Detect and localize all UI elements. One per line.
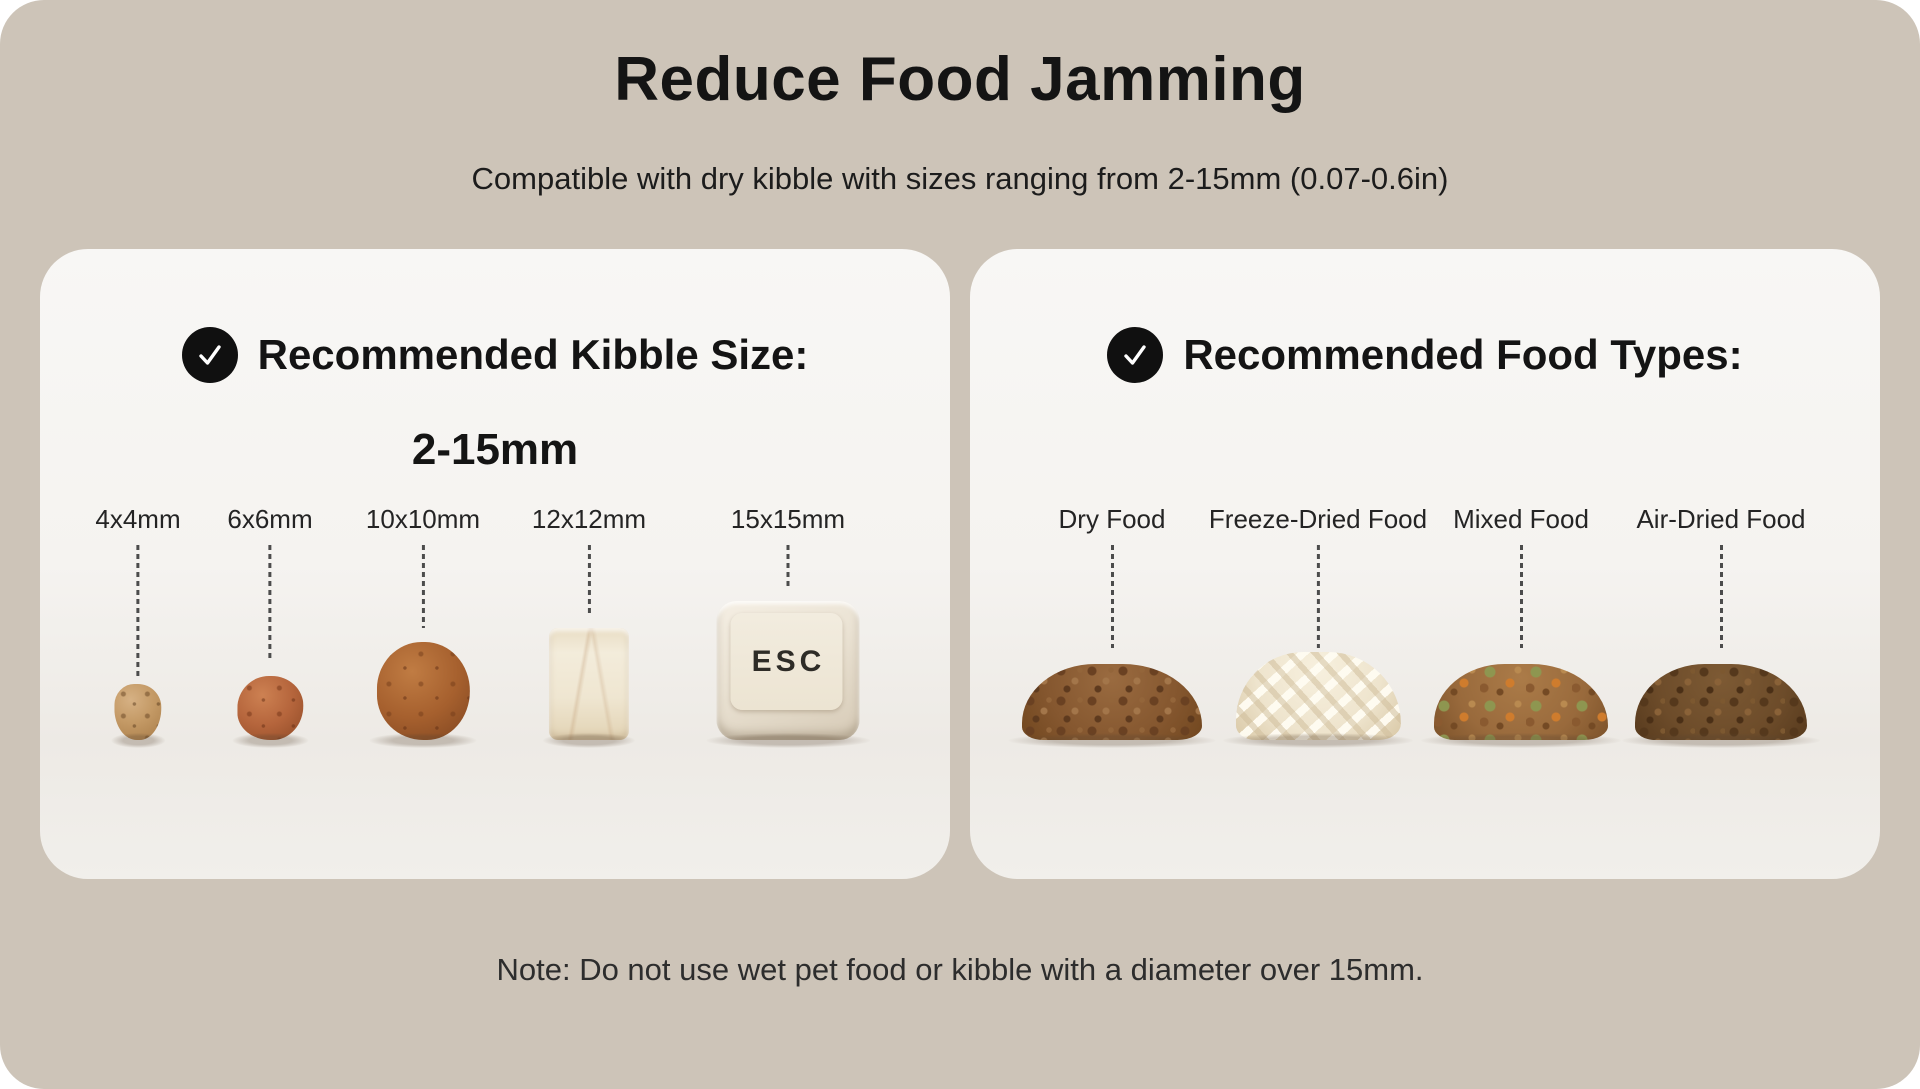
kibble-item-12mm: 12x12mm bbox=[531, 504, 647, 740]
food-item-label: Mixed Food bbox=[1453, 504, 1589, 534]
leader-dash-line bbox=[786, 544, 790, 588]
kibble-4mm-photo bbox=[114, 684, 162, 740]
food-item-air-dried: Air-Dried Food bbox=[1635, 504, 1807, 740]
kibble-panel-header: Recommended Kibble Size: bbox=[40, 327, 950, 383]
dry-food-pile-photo bbox=[1022, 664, 1202, 740]
check-icon bbox=[1107, 327, 1164, 383]
kibble-item-label: 15x15mm bbox=[730, 504, 846, 534]
food-item-label: Freeze-Dried Food bbox=[1208, 504, 1428, 534]
leader-dash-line bbox=[1110, 544, 1114, 648]
food-item-mixed: Mixed Food bbox=[1434, 504, 1608, 740]
kibble-item-15mm: 15x15mm ESC bbox=[716, 504, 860, 740]
food-item-freeze-dried: Freeze-Dried Food bbox=[1208, 504, 1428, 740]
food-panel-heading: Recommended Food Types: bbox=[1183, 331, 1743, 378]
leader-dash-line bbox=[1719, 544, 1723, 648]
leader-dash-line bbox=[421, 544, 425, 628]
panels-row: Recommended Kibble Size: 2-15mm 4x4mm 6x… bbox=[40, 249, 1880, 879]
freeze-dried-cube-photo bbox=[549, 628, 629, 740]
food-panel-header: Recommended Food Types: bbox=[970, 327, 1880, 383]
check-icon bbox=[181, 327, 238, 383]
food-item-dry: Dry Food bbox=[1022, 504, 1202, 740]
food-item-label: Air-Dried Food bbox=[1636, 504, 1806, 534]
esc-keycap-photo: ESC bbox=[716, 601, 860, 740]
leader-dash-line bbox=[136, 544, 140, 676]
food-types-panel: Recommended Food Types: Dry Food Freeze-… bbox=[970, 249, 1880, 879]
leader-dash-line bbox=[268, 544, 272, 658]
leader-dash-line bbox=[1316, 544, 1320, 648]
leader-dash-line bbox=[587, 544, 591, 616]
kibble-item-label: 4x4mm bbox=[95, 504, 181, 534]
kibble-10mm-photo bbox=[376, 642, 470, 740]
kibble-size-panel: Recommended Kibble Size: 2-15mm 4x4mm 6x… bbox=[40, 249, 950, 879]
kibble-item-label: 10x10mm bbox=[365, 504, 481, 534]
mixed-food-pile-photo bbox=[1434, 664, 1608, 740]
leader-dash-line bbox=[1519, 544, 1523, 648]
freeze-dried-food-pile-photo bbox=[1235, 652, 1401, 740]
kibble-6mm-photo bbox=[237, 676, 303, 740]
kibble-item-6mm: 6x6mm bbox=[227, 504, 313, 740]
kibble-item-label: 12x12mm bbox=[531, 504, 647, 534]
kibble-item-4mm: 4x4mm bbox=[95, 504, 181, 740]
footer-note: Note: Do not use wet pet food or kibble … bbox=[496, 952, 1424, 987]
kibble-item-10mm: 10x10mm bbox=[365, 504, 481, 740]
esc-key-label: ESC bbox=[751, 644, 826, 678]
esc-keycap-top: ESC bbox=[730, 613, 843, 710]
air-dried-food-pile-photo bbox=[1635, 664, 1807, 740]
food-item-label: Dry Food bbox=[1058, 504, 1166, 534]
kibble-panel-heading: Recommended Kibble Size: bbox=[257, 331, 809, 378]
kibble-item-label: 6x6mm bbox=[227, 504, 313, 534]
page-title: Reduce Food Jamming bbox=[614, 45, 1306, 114]
kibble-size-range: 2-15mm bbox=[411, 425, 579, 474]
page-subtitle: Compatible with dry kibble with sizes ra… bbox=[471, 161, 1449, 196]
